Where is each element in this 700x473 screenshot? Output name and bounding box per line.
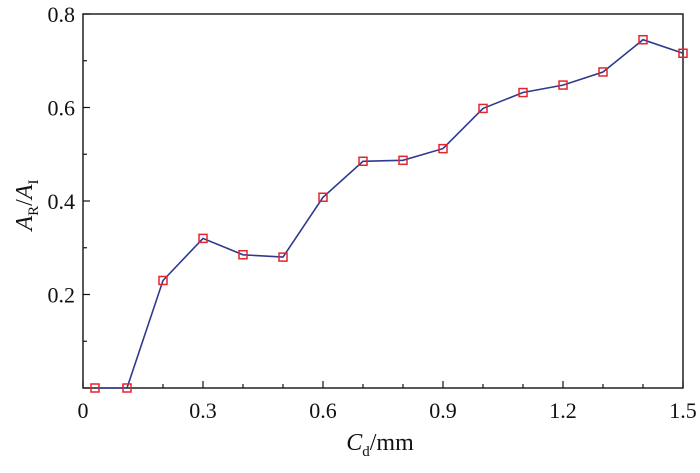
data-point <box>278 252 288 262</box>
data-point <box>438 143 448 154</box>
y-tick-label: 0.6 <box>48 96 76 121</box>
x-tick-label: 1.2 <box>549 398 577 423</box>
data-point <box>558 80 568 90</box>
plot-border <box>82 13 684 389</box>
x-tick-label: 0 <box>78 398 89 423</box>
y-tick-label: 0.2 <box>48 283 76 308</box>
y-axis-ticks: 0.2 0.4 0.6 0.8 <box>48 2 90 389</box>
data-point <box>158 275 168 286</box>
data-point <box>598 67 608 77</box>
series-line <box>95 38 684 389</box>
data-point <box>678 48 688 59</box>
data-point <box>478 103 488 114</box>
data-point <box>238 250 248 260</box>
data-point <box>638 34 648 45</box>
data-point <box>122 383 132 393</box>
data-point <box>358 156 368 167</box>
data-point <box>318 192 328 203</box>
x-tick-label: 0.6 <box>309 398 337 423</box>
x-tick-label: 0.3 <box>189 398 217 423</box>
plot-frame <box>82 13 684 389</box>
data-point <box>398 155 408 166</box>
y-axis-title: AR/AI <box>12 179 42 232</box>
data-point <box>198 233 208 244</box>
data-point <box>518 87 528 98</box>
x-tick-label: 1.5 <box>669 398 697 423</box>
y-tick-label: 0.4 <box>48 189 76 214</box>
x-axis-ticks: 0 0.3 0.6 0.9 1.2 1.5 <box>78 381 697 423</box>
x-axis-title: Cd/mm <box>346 430 414 460</box>
y-tick-label: 0.8 <box>48 2 76 27</box>
data-point <box>90 383 100 393</box>
series-1 <box>90 34 688 393</box>
x-tick-label: 0.9 <box>429 398 457 423</box>
